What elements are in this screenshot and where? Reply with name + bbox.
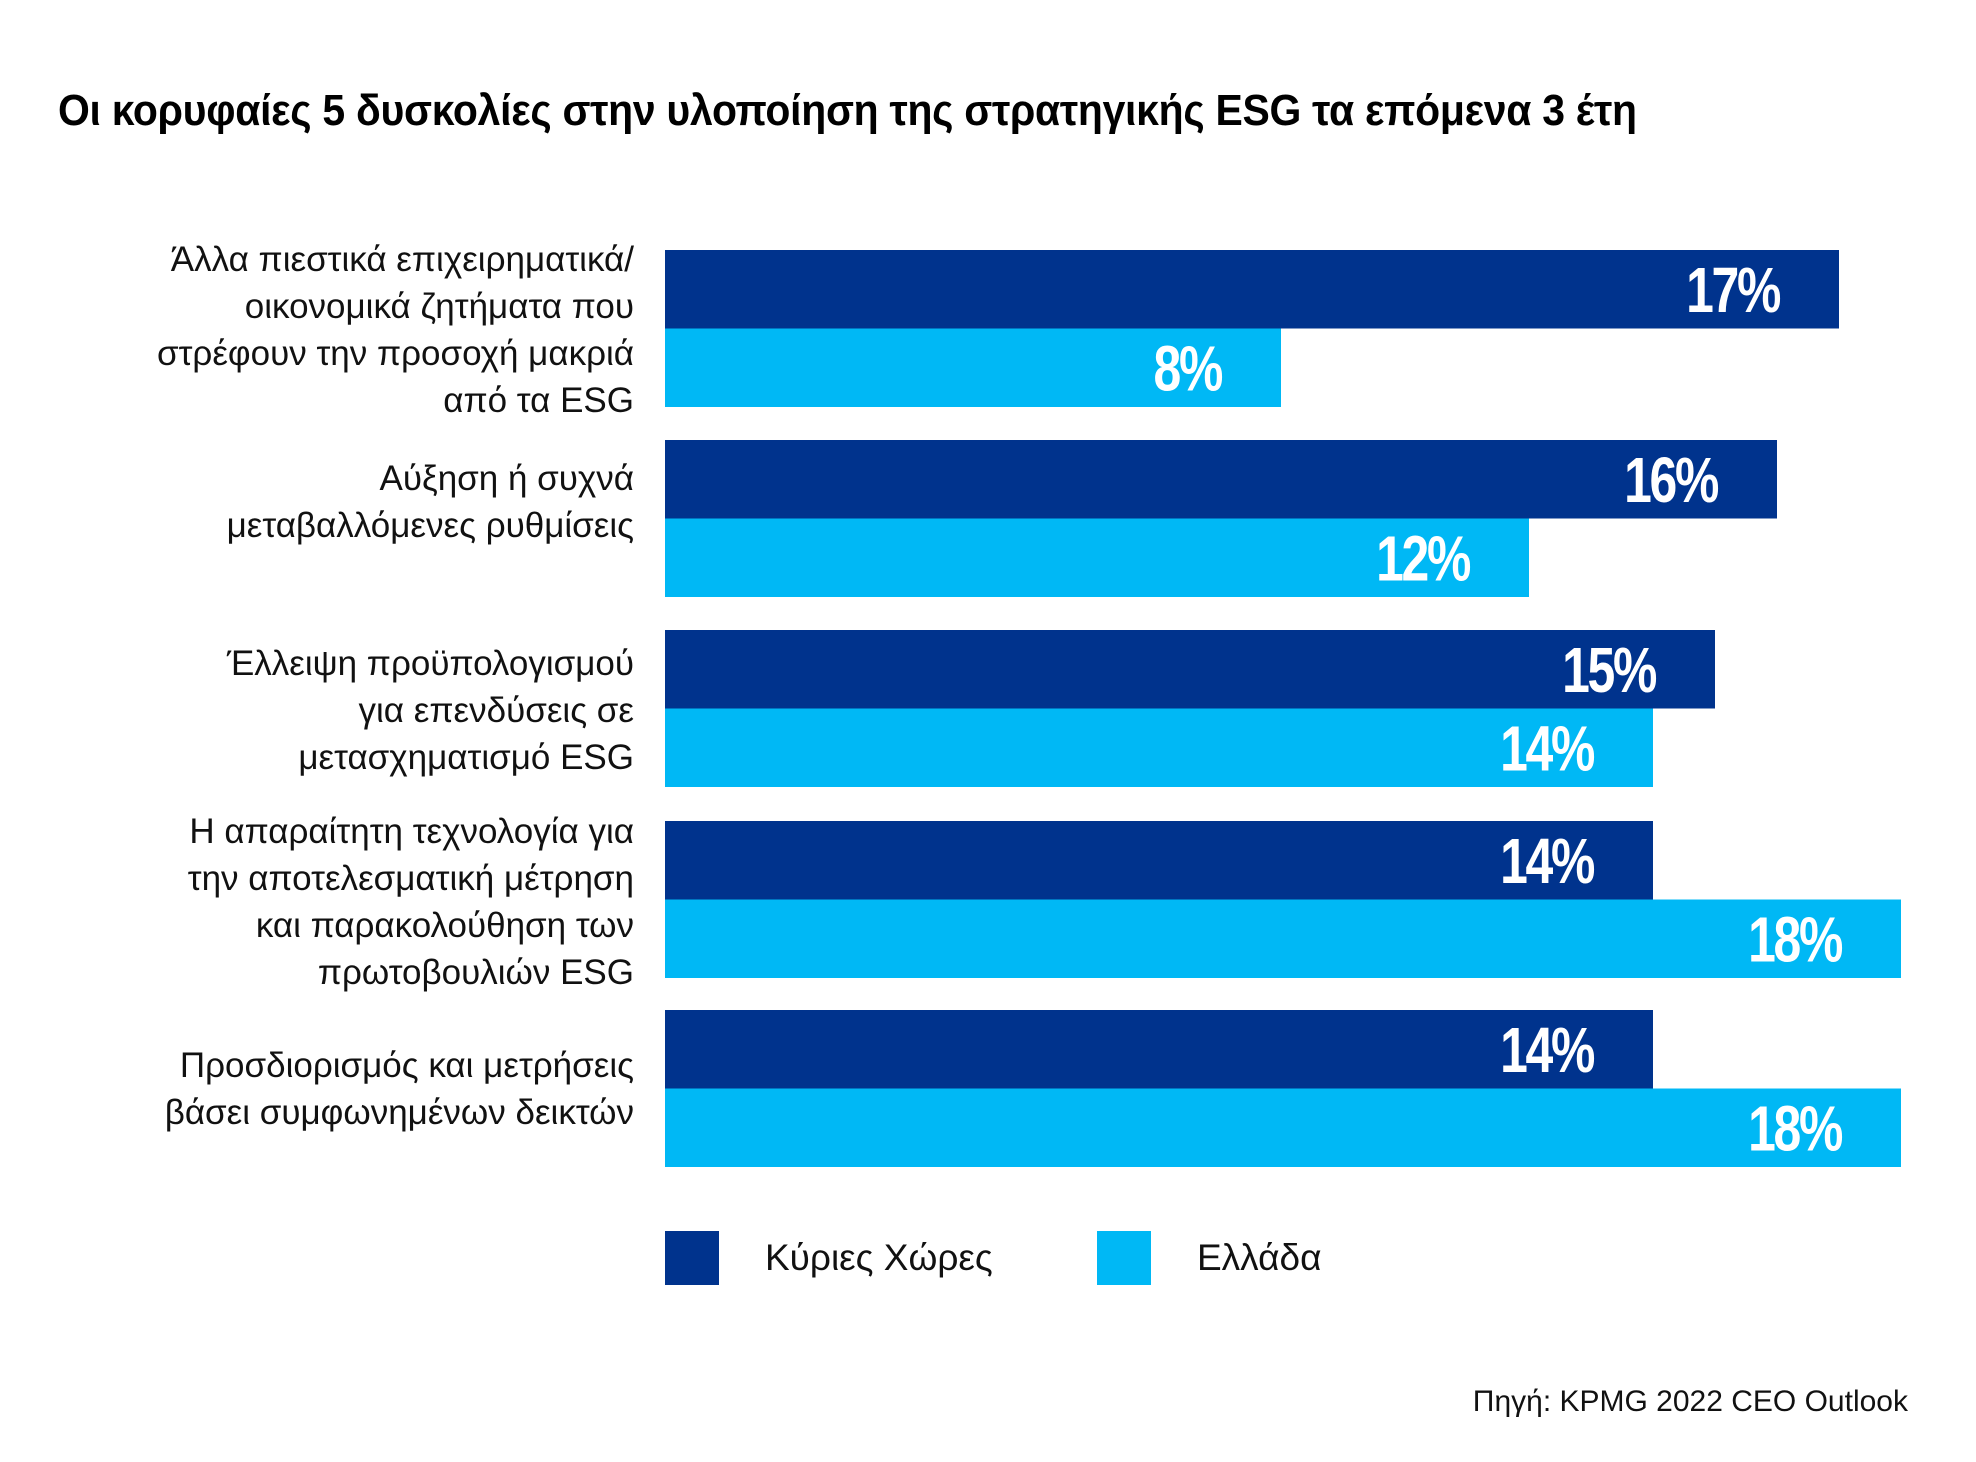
category-label-line: Έλλειψη προϋπολογισμού (226, 644, 634, 683)
data-label-greece-5: 18% (1748, 1094, 1842, 1165)
bar-main-countries-2 (665, 440, 1777, 519)
bar-main-countries-3 (665, 630, 1715, 709)
chart-title: Οι κορυφαίες 5 δυσκολίες στην υλοποίηση … (58, 86, 1637, 135)
legend-swatch-greece (1097, 1231, 1151, 1285)
bar-greece-3 (665, 708, 1653, 787)
bar-main-countries-1 (665, 250, 1839, 329)
data-label-greece-1: 8% (1154, 334, 1223, 405)
category-label-line: πρωτοβουλιών ESG (317, 953, 634, 992)
category-label-line: Αύξηση ή συχνά (379, 459, 634, 498)
data-label-main-countries-5: 14% (1500, 1015, 1594, 1086)
category-label-line: και παρακολούθηση των (255, 906, 634, 945)
category-label-line: από τα ESG (443, 381, 634, 420)
legend-item-greece: Ελλάδα (1097, 1231, 1322, 1285)
data-label-greece-2: 12% (1376, 524, 1470, 595)
bar-greece-5 (665, 1088, 1901, 1167)
source-note: Πηγή: KPMG 2022 CEO Outlook (1472, 1385, 1908, 1418)
category-label-line: Άλλα πιεστικά επιχειρηματικά/ (170, 240, 634, 279)
category-label-1: Άλλα πιεστικά επιχειρηματικά/οικονομικά … (34, 236, 634, 424)
category-label-line: βάσει συμφωνημένων δεικτών (164, 1093, 634, 1132)
legend-label-greece: Ελλάδα (1197, 1237, 1322, 1278)
category-label-line: Η απαραίτητη τεχνολογία για (189, 812, 634, 851)
data-label-greece-4: 18% (1748, 905, 1842, 976)
data-label-main-countries-4: 14% (1500, 826, 1594, 897)
data-label-main-countries-1: 17% (1686, 255, 1780, 326)
category-label-line: Προσδιορισμός και μετρήσεις (179, 1046, 634, 1085)
legend-label-main-countries: Κύριες Χώρες (765, 1237, 993, 1278)
category-label-2: Αύξηση ή συχνά μεταβαλλόμενες ρυθμίσεις (34, 455, 634, 549)
bar-greece-1 (665, 328, 1281, 407)
category-label-line: στρέφουν την προσοχή μακριά (156, 334, 634, 373)
category-label-5: Προσδιορισμός και μετρήσεις βάσει συμφωνη… (34, 1042, 634, 1136)
legend-swatch-main-countries (665, 1231, 719, 1285)
category-label-line: μεταβαλλόμενες ρυθμίσεις (226, 506, 634, 545)
bar-greece-4 (665, 899, 1901, 978)
bar-main-countries-5 (665, 1010, 1653, 1089)
category-label-line: την αποτελεσματική μέτρηση (187, 859, 634, 898)
bar-greece-2 (665, 518, 1529, 597)
category-label-line: για επενδύσεις σε (358, 691, 635, 730)
category-label-line: οικονομικά ζητήματα που (244, 287, 634, 326)
data-label-greece-3: 14% (1500, 714, 1594, 785)
category-label-3: Έλλειψη προϋπολογισμού για επενδύσεις σε μ… (34, 640, 634, 781)
legend-item-main-countries: Κύριες Χώρες (665, 1231, 993, 1285)
data-label-main-countries-3: 15% (1562, 635, 1656, 706)
bar-main-countries-4 (665, 821, 1653, 900)
category-label-line: μετασχηματισμό ESG (298, 738, 634, 777)
data-label-main-countries-2: 16% (1624, 445, 1718, 516)
category-label-4: Η απαραίτητη τεχνολογία για την αποτελεσμ… (34, 808, 634, 996)
